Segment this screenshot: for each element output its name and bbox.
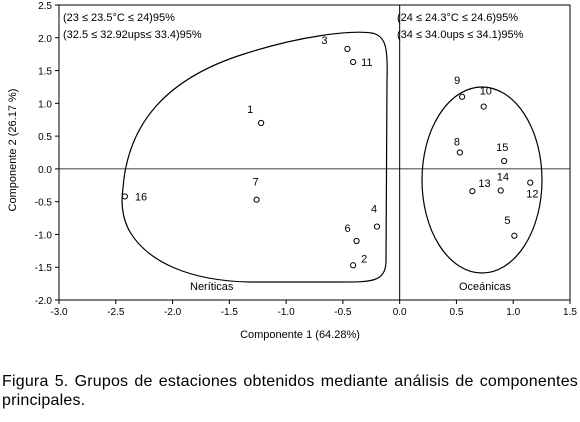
data-point-label: 9 [454, 75, 460, 87]
data-point-label: 15 [496, 142, 508, 154]
group-label-oceanicas: Oceánicas [459, 281, 511, 293]
data-point-label: 13 [478, 178, 490, 190]
annotation-neritic-salinity: (32.5 ≤ 32.92ups≤ 33.4)95% [63, 29, 202, 41]
y-tick-label: -1.5 [35, 263, 53, 274]
data-point [344, 45, 351, 53]
group-ellipses [121, 31, 543, 283]
y-tick-label: -2.0 [35, 296, 53, 307]
data-point [511, 232, 518, 239]
x-tick-label: 0.5 [449, 307, 463, 318]
y-tick-label: 1.0 [38, 99, 52, 110]
y-axis-label: Componente 2 (26.17 %) [7, 89, 19, 212]
data-point [258, 119, 265, 127]
annotation-oceanic-salinity: (34 ≤ 34.0ups ≤ 34.1)95% [397, 29, 524, 41]
y-tick-label: 0.5 [38, 132, 52, 143]
data-point [350, 58, 357, 66]
figure-caption: Figura 5. Grupos de estaciones obtenidos… [2, 373, 578, 409]
y-tick-label: -1.0 [35, 230, 53, 241]
x-tick-label: -0.5 [334, 307, 352, 318]
x-tick-label: -1.5 [221, 307, 239, 318]
pca-scatter-chart: -3.0 -2.5 -2.0 -1.5 -1.0 -0.5 0.0 0.5 1.0 1.5 2.5… [7, 1, 577, 341]
data-point-label: 5 [504, 215, 510, 227]
data-point-label: 6 [345, 223, 351, 235]
x-axis-ticks: -3.0 -2.5 -2.0 -1.5 -1.0 -0.5 0.0 0.5 1.0 1.5 [50, 300, 577, 318]
reference-lines [59, 5, 570, 300]
data-point [253, 196, 260, 203]
data-point [527, 179, 534, 186]
y-axis-ticks: 2.5 2.0 1.5 1.0 0.5 0.0 -0.5 -1.0 -1.5 -2.0 [35, 1, 59, 307]
x-tick-label: 1.5 [563, 307, 577, 318]
data-point-label: 7 [253, 177, 259, 189]
oceanicas-ellipse [421, 86, 543, 274]
y-tick-label: 0.0 [38, 165, 52, 176]
data-point [121, 193, 128, 200]
annotation-neritic-temperature: (23 ≤ 23.5°C ≤ 24)95% [63, 12, 175, 24]
y-tick-label: 2.5 [38, 1, 52, 12]
data-point-label: 2 [361, 253, 367, 265]
annotation-oceanic-temperature: (24 ≤ 24.3°C ≤ 24.6)95% [397, 12, 518, 24]
x-tick-label: 1.0 [506, 307, 520, 318]
data-point-label: 12 [526, 189, 538, 201]
group-label-neriticas: Neríticas [190, 281, 234, 293]
data-point [501, 157, 508, 165]
data-point-label: 11 [361, 57, 372, 69]
data-point [456, 149, 463, 156]
group-annotations: (23 ≤ 23.5°C ≤ 24)95% (32.5 ≤ 32.92ups≤ … [63, 12, 524, 293]
data-point [373, 223, 381, 230]
data-point [497, 187, 504, 194]
data-point-label: 10 [480, 86, 492, 98]
data-point [480, 103, 487, 110]
plot-area [58, 4, 571, 301]
x-tick-label: 0.0 [393, 307, 407, 318]
y-tick-label: -0.5 [35, 198, 53, 209]
data-point [350, 262, 357, 269]
y-tick-label: 1.5 [38, 67, 52, 78]
x-axis-label: Componente 1 (64.28%) [240, 329, 360, 341]
data-point [353, 237, 360, 245]
neriticas-ellipse [121, 31, 388, 283]
data-point-label: 14 [497, 172, 509, 184]
y-tick-label: 2.0 [38, 34, 52, 45]
data-point-label: 1 [247, 104, 253, 116]
x-tick-label: -1.0 [277, 307, 295, 318]
x-tick-label: -2.5 [107, 307, 125, 318]
data-point-label: 4 [371, 204, 377, 216]
x-tick-label: -2.0 [164, 307, 182, 318]
data-point-label: 3 [321, 35, 327, 47]
x-tick-label: -3.0 [50, 307, 68, 318]
data-point-label: 16 [135, 191, 147, 203]
data-point-label: 8 [454, 137, 460, 149]
data-point [469, 188, 476, 195]
data-point [459, 93, 466, 100]
